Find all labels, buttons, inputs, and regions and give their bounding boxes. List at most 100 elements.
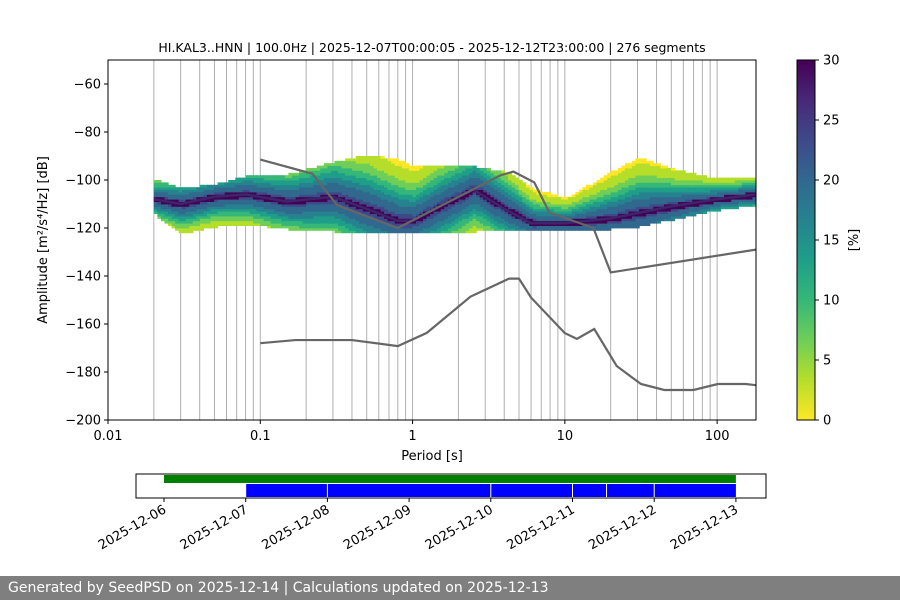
density-cell (681, 189, 686, 193)
density-cell (692, 211, 697, 214)
density-cell (359, 225, 364, 229)
density-cell (210, 208, 215, 212)
density-cell (539, 206, 545, 210)
density-cell (238, 213, 243, 217)
density-cell (203, 223, 208, 226)
density-cell (653, 213, 658, 217)
density-cell (720, 180, 725, 183)
density-cell (554, 199, 559, 202)
density-cell (302, 206, 307, 210)
density-cell (320, 165, 325, 169)
density-cell (299, 194, 304, 198)
density-cell (362, 182, 367, 186)
density-cell (497, 199, 502, 202)
density-cell (670, 187, 676, 190)
density-cell (164, 204, 169, 207)
density-cell (231, 223, 236, 226)
density-cell (582, 201, 587, 205)
density-cell (476, 177, 481, 181)
density-cell (447, 223, 452, 226)
density-cell (660, 177, 665, 181)
density-cell (171, 194, 176, 198)
density-cell (469, 201, 474, 205)
density-cell (479, 196, 484, 200)
density-cell (376, 182, 382, 186)
density-cell (458, 225, 463, 229)
density-cell (685, 196, 690, 200)
density-cell (649, 201, 654, 205)
density-cell (515, 225, 520, 229)
density-cell (348, 204, 353, 207)
density-cell (242, 189, 247, 193)
density-cell (462, 189, 467, 193)
density-cell (398, 175, 403, 178)
density-cell (465, 177, 470, 181)
density-cell (157, 211, 162, 214)
density-cell (168, 211, 173, 214)
density-cell (316, 216, 321, 219)
density-cell (706, 192, 711, 195)
density-cell (646, 201, 651, 205)
density-cell (454, 175, 460, 178)
density-cell (564, 218, 569, 222)
density-cell (323, 168, 329, 171)
density-cell (355, 187, 360, 190)
density-cell (238, 184, 243, 188)
density-cell (706, 201, 711, 205)
density-cell (490, 175, 495, 178)
density-cell (632, 172, 637, 176)
density-cell (405, 211, 410, 214)
density-cell (338, 213, 343, 217)
density-cell (695, 192, 700, 195)
density-cell (596, 194, 601, 198)
density-cell (607, 196, 612, 200)
density-cell (203, 192, 208, 195)
density-cell (635, 165, 640, 169)
density-cell (462, 225, 467, 229)
density-cell (182, 230, 187, 234)
density-cell (366, 211, 371, 214)
density-cell (348, 228, 353, 231)
density-cell (214, 218, 219, 222)
density-cell (727, 177, 732, 181)
density-cell (656, 172, 661, 176)
density-cell (479, 211, 484, 214)
density-cell (284, 201, 290, 205)
density-cell (440, 165, 445, 169)
density-cell (160, 211, 166, 214)
density-cell (692, 177, 697, 181)
density-cell (355, 194, 360, 198)
density-cell (635, 189, 640, 193)
density-cell (454, 189, 460, 193)
density-cell (589, 196, 594, 200)
density-cell (398, 204, 403, 207)
density-cell (277, 189, 282, 193)
density-cell (617, 213, 622, 217)
density-cell (334, 218, 339, 222)
density-cell (607, 172, 612, 176)
density-cell (575, 196, 580, 200)
density-cell (462, 213, 467, 217)
density-cell (688, 206, 693, 210)
density-cell (235, 180, 240, 183)
density-cell (313, 204, 318, 207)
density-cell (199, 187, 205, 190)
density-cell (157, 208, 162, 212)
density-cell (398, 230, 403, 234)
density-cell (362, 228, 367, 231)
density-cell (260, 189, 265, 193)
density-cell (660, 184, 665, 188)
density-cell (277, 220, 282, 224)
density-cell (157, 216, 162, 219)
density-cell (369, 189, 375, 193)
density-cell (607, 184, 612, 188)
density-cell (256, 213, 261, 217)
density-cell (454, 168, 460, 171)
footer-text: Generated by SeedPSD on 2025-12-14 | Cal… (8, 580, 549, 596)
density-cell (235, 211, 240, 214)
density-cell (525, 223, 530, 226)
density-cell (387, 220, 392, 224)
density-cell (398, 160, 403, 164)
density-cell (338, 172, 343, 176)
density-cell (444, 230, 449, 234)
